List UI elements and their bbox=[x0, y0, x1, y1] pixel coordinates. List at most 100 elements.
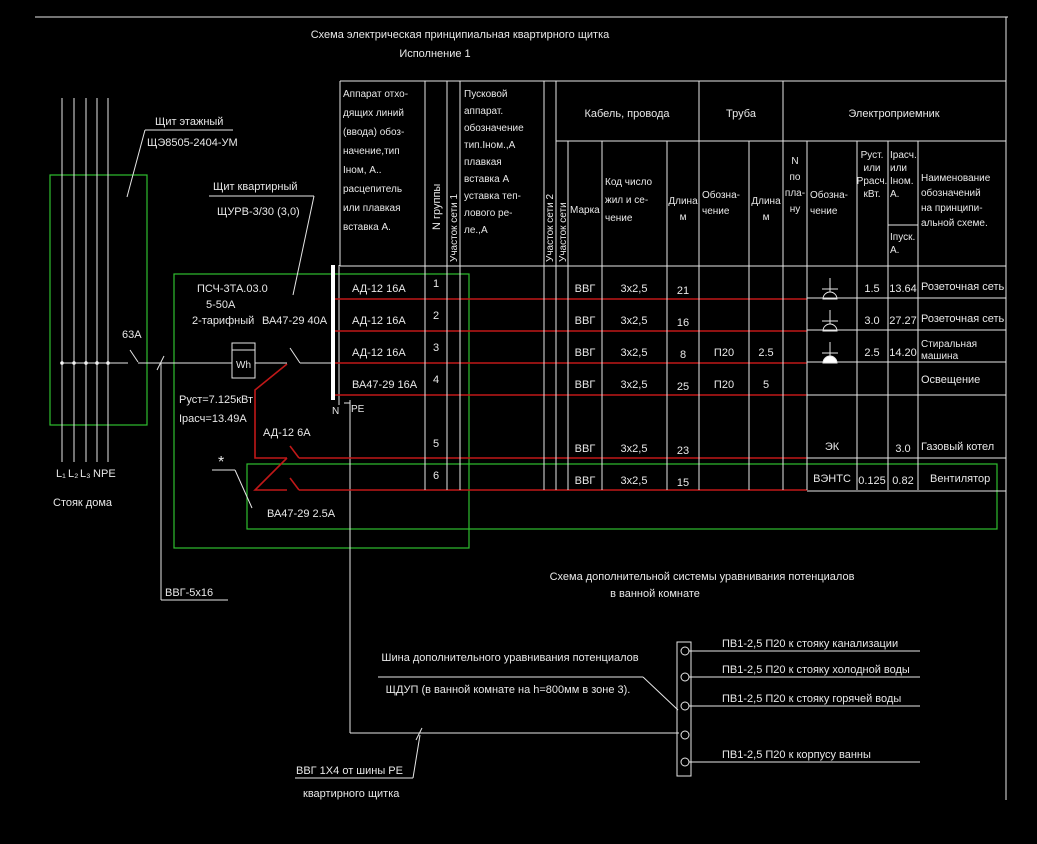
header-name: альной схеме. bbox=[921, 218, 988, 229]
header-starter: вставка А bbox=[464, 174, 509, 185]
header-plan-no: N bbox=[791, 156, 798, 167]
row-name: Освещение bbox=[921, 374, 980, 386]
header-section1: Участок сети 1 bbox=[449, 194, 460, 262]
row-current: 0.82 bbox=[892, 475, 913, 487]
header-section2: Участок сети 2 bbox=[545, 194, 556, 262]
equipotential-terminal: ПВ1-2,5 П20 к стояку канализации bbox=[680, 638, 920, 656]
header-name: на принципи- bbox=[921, 203, 983, 214]
header-pipe-length: м bbox=[763, 212, 770, 223]
header-apparatus: или плавкая bbox=[343, 203, 400, 214]
row-brand: ВВГ bbox=[575, 315, 596, 327]
row-brand: ВВГ bbox=[575, 283, 596, 295]
row-name: Вентилятор bbox=[930, 473, 990, 485]
row-power: 0.125 bbox=[858, 475, 886, 487]
table-row: АД-12 16А 2 ВВГ 3х2,5 16 3.0 27.27 Розеточная с… bbox=[352, 310, 1006, 332]
row-brand: ВВГ bbox=[575, 475, 596, 487]
drawing-title: Схема электрическая принципиальная кварт… bbox=[311, 29, 610, 41]
phase-n: N bbox=[93, 468, 101, 480]
connection-label: ПВ1-2,5 П20 к стояку холодной воды bbox=[722, 664, 910, 676]
socket-icon bbox=[822, 342, 838, 364]
phase-l1: L₁ bbox=[56, 468, 66, 480]
header-apparatus: расцепитель bbox=[343, 184, 402, 195]
header-plan-no: ну bbox=[790, 204, 801, 215]
header-pipe-designation: Обозна- bbox=[702, 189, 740, 201]
row-name: Стиральная bbox=[921, 339, 977, 350]
header-rec-designation: чение bbox=[810, 206, 838, 217]
bus-label-2: ЩДУП (в ванной комнате на h=800мм в зоне… bbox=[386, 684, 631, 696]
row-name: Розеточная сеть bbox=[921, 281, 1005, 293]
bus-label-1: Шина дополнительного уравнивания потенци… bbox=[381, 652, 638, 664]
row-name: Розеточная сеть bbox=[921, 313, 1005, 325]
distribution-bus bbox=[331, 265, 335, 400]
row-length: 25 bbox=[677, 381, 689, 393]
table-row: 6 ВВГ 3х2,5 15 ВЭНТС 0.125 0.82 Вентилятор bbox=[433, 470, 1006, 492]
asterisk-note: * bbox=[218, 454, 224, 471]
row-pipe: П20 bbox=[714, 379, 734, 391]
header-current: или bbox=[890, 163, 907, 174]
header-code: жил и се- bbox=[605, 195, 648, 206]
row-name: машина bbox=[921, 351, 959, 362]
equipotential-terminal: ПВ1-2,5 П20 к стояку горячей воды bbox=[680, 693, 920, 711]
header-length: Длина bbox=[668, 196, 698, 207]
floor-panel-enclosure bbox=[49, 174, 148, 426]
header-section3: Участок сети bbox=[558, 202, 569, 262]
row-current: 27.27 bbox=[889, 315, 917, 327]
header-apparatus: (ввода) обоз- bbox=[343, 126, 404, 138]
power-set: Руст=7.125кВт bbox=[179, 394, 253, 406]
row-current: 14.20 bbox=[889, 347, 917, 359]
row-length: 21 bbox=[677, 285, 689, 297]
row-code: 3х2,5 bbox=[621, 443, 648, 455]
bus-n-label: N bbox=[332, 406, 339, 417]
header-rec-designation: Обозна- bbox=[810, 189, 848, 201]
row-brand: ВВГ bbox=[575, 347, 596, 359]
row-length: 16 bbox=[677, 317, 689, 329]
header-cable: Кабель, провода bbox=[584, 108, 670, 120]
equipotential-terminal: ПВ1-2,5 П20 к стояку холодной воды bbox=[680, 664, 920, 682]
header-starter: Пусковой bbox=[464, 89, 507, 100]
flat-panel-enclosure bbox=[173, 273, 470, 549]
input-breaker-label: 63А bbox=[122, 329, 142, 341]
vent-circuit-enclosure bbox=[246, 463, 998, 530]
header-name: обозначений bbox=[921, 187, 981, 199]
header-current: А. bbox=[890, 189, 899, 200]
current-calc: Iрасч=13.49А bbox=[179, 413, 247, 425]
row-code: 3х2,5 bbox=[621, 347, 648, 359]
header-power: Руст. bbox=[861, 150, 884, 161]
row-group: 4 bbox=[433, 374, 439, 386]
socket-icon bbox=[822, 278, 838, 300]
row-pipe-length: 5 bbox=[763, 379, 769, 391]
meter-range: 5-50А bbox=[206, 299, 236, 311]
row-power: 1.5 bbox=[864, 283, 879, 295]
meter-symbol: Wh bbox=[236, 360, 251, 371]
table-row: АД-12 16А 1 ВВГ 3х2,5 21 1.5 13.64 Розеточная с… bbox=[352, 278, 1006, 300]
header-starter: ле.,А bbox=[464, 225, 488, 236]
header-brand: Марка bbox=[570, 205, 600, 216]
header-group-no: N группы bbox=[431, 184, 443, 230]
header-apparatus: дящих линий bbox=[343, 108, 404, 119]
header-apparatus: вставка А. bbox=[343, 222, 391, 233]
row-length: 8 bbox=[680, 349, 686, 361]
row-group: 2 bbox=[433, 310, 439, 322]
row-group: 1 bbox=[433, 278, 439, 290]
header-plan-no: по bbox=[790, 172, 801, 183]
table-row: АД-12 16А 3 ВВГ 3х2,5 8 П20 2.5 2.5 14.20 Стираль… bbox=[352, 339, 1006, 364]
bath-title: Схема дополнительной системы уравнивания… bbox=[550, 571, 855, 583]
header-starter: уставка теп- bbox=[464, 191, 521, 202]
meter-type: ПСЧ-3ТА.03.0 bbox=[197, 283, 268, 295]
header-starter: лового ре- bbox=[464, 208, 513, 219]
equipotential-bus bbox=[676, 641, 692, 777]
row-pipe-length: 2.5 bbox=[758, 347, 773, 359]
header-apparatus: Аппарат отхо- bbox=[343, 89, 408, 100]
header-start-current: Iпуск. bbox=[890, 232, 915, 243]
row-current: 3.0 bbox=[895, 443, 910, 455]
row-apparatus: АД-12 16А bbox=[352, 347, 406, 359]
header-current: Iном. bbox=[890, 176, 914, 187]
meter-tariff: 2-тарифный bbox=[192, 315, 254, 327]
row-apparatus: АД-12 16А bbox=[352, 283, 406, 295]
row-pipe: П20 bbox=[714, 347, 734, 359]
row-name: Газовый котел bbox=[921, 441, 994, 453]
row-brand: ВВГ bbox=[575, 379, 596, 391]
phase-l3: L₃ bbox=[80, 468, 91, 480]
phase-l2: L₂ bbox=[68, 468, 78, 480]
header-name: Наименование bbox=[921, 173, 991, 184]
